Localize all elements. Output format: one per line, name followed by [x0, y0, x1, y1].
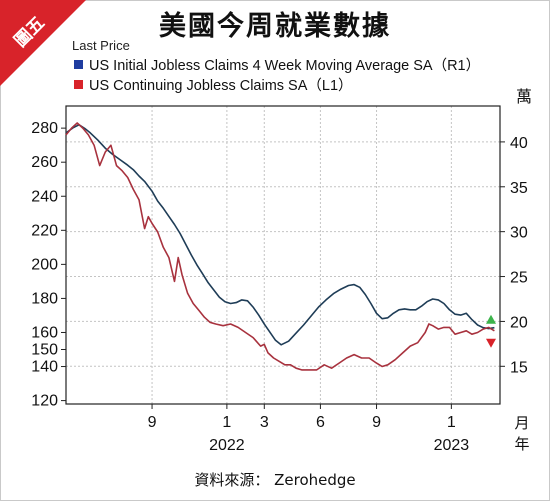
time-axis-unit: 月 年	[512, 413, 532, 455]
x-tick-label-4: 9	[372, 414, 381, 431]
left-tick-label-4: 180	[31, 290, 58, 307]
series-line-0	[65, 124, 495, 346]
left-tick-label-8: 260	[31, 154, 58, 171]
legend-swatch-initial-claims	[74, 60, 83, 69]
x-tick-label-2: 3	[260, 414, 269, 431]
legend-label-initial-claims: US Initial Jobless Claims 4 Week Moving …	[89, 58, 481, 74]
left-tick-label-6: 220	[31, 222, 58, 239]
x-tick-label-1: 1	[222, 414, 231, 431]
right-tick-label-4: 35	[510, 180, 528, 197]
chart-title: 美國今周就業數據	[159, 11, 391, 42]
year-label-1: 2023	[434, 437, 470, 454]
legend-swatch-continuing-claims	[74, 80, 83, 89]
legend-entry-initial-claims: US Initial Jobless Claims 4 Week Moving …	[74, 54, 480, 75]
right-tick-label-0: 15	[510, 359, 528, 376]
end-marker-continuing-claims	[486, 338, 496, 348]
legend-label-continuing-claims: US Continuing Jobless Claims SA（L1）	[89, 78, 353, 94]
x-tick-label-0: 9	[148, 414, 157, 431]
left-tick-label-5: 200	[31, 256, 58, 273]
figure-badge: 圖五	[0, 0, 86, 86]
series-line-1	[65, 122, 495, 371]
left-tick-label-2: 150	[31, 342, 58, 359]
right-tick-label-5: 40	[510, 135, 528, 152]
left-tick-label-0: 120	[31, 393, 58, 410]
left-tick-label-1: 140	[31, 359, 58, 376]
month-axis-label: 月	[514, 414, 530, 432]
header-label: Last Price	[72, 38, 130, 53]
right-tick-label-2: 25	[510, 270, 528, 287]
left-tick-label-3: 160	[31, 324, 58, 341]
year-axis-label: 年	[514, 435, 530, 453]
source-note: 資料來源： Zerohedge	[194, 471, 356, 489]
badge-triangle	[0, 0, 86, 86]
end-marker-initial-claims	[486, 314, 496, 324]
year-label-0: 2022	[209, 437, 245, 454]
plot-border	[65, 105, 501, 405]
legend-entry-continuing-claims: US Continuing Jobless Claims SA（L1）	[74, 74, 353, 95]
x-tick-label-5: 1	[447, 414, 456, 431]
x-tick-label-3: 6	[316, 414, 325, 431]
right-tick-label-1: 20	[510, 314, 528, 331]
left-tick-label-9: 280	[31, 120, 58, 137]
right-tick-label-3: 30	[510, 225, 528, 242]
left-tick-label-7: 240	[31, 188, 58, 205]
right-axis-unit: 萬	[516, 87, 533, 106]
